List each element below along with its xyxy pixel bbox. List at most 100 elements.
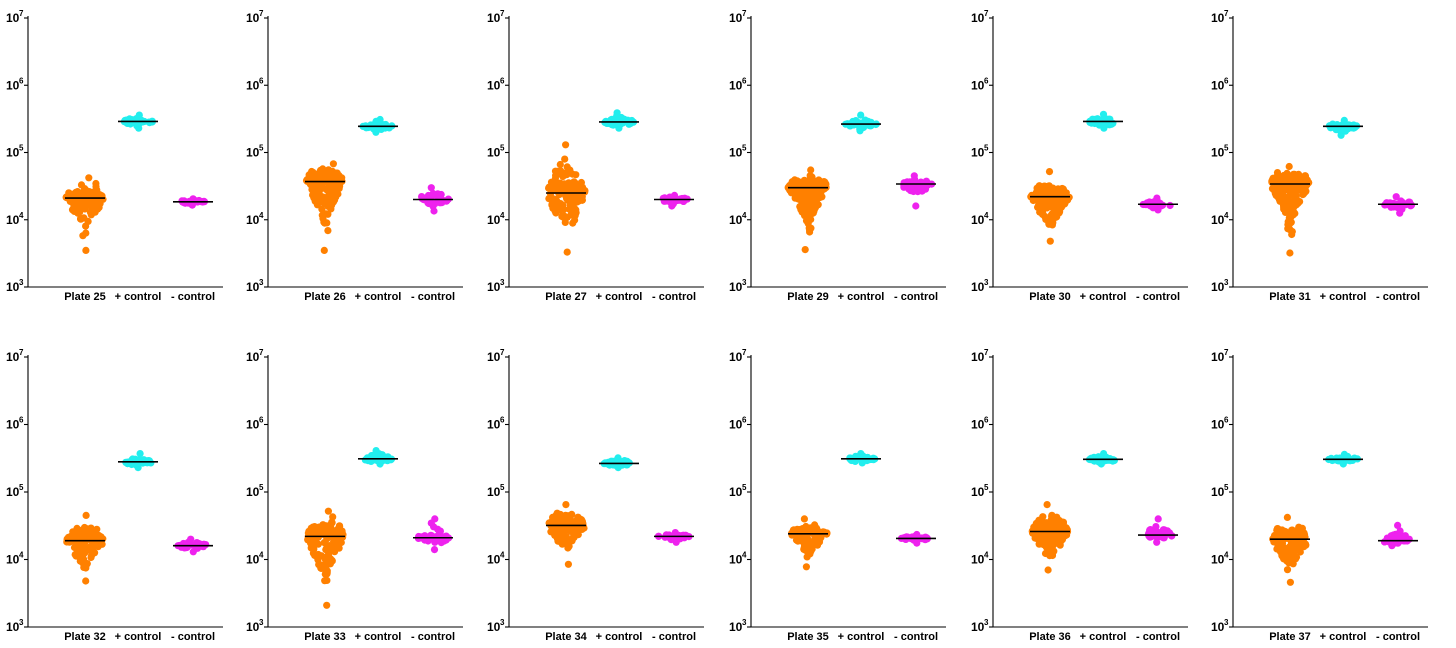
y-tick-label: 10 (487, 620, 501, 634)
data-point (806, 226, 814, 234)
x-tick-label: + control (1320, 291, 1367, 303)
data-point (568, 535, 577, 543)
data-point (801, 534, 809, 542)
x-tick-label: + control (596, 291, 643, 303)
y-tick-label: 10 (6, 11, 20, 25)
data-point (324, 210, 332, 218)
data-point (85, 174, 93, 182)
y-tick-label: 10 (246, 11, 260, 25)
data-point (545, 183, 553, 191)
data-point (328, 542, 336, 551)
data-point (321, 523, 329, 531)
data-point (311, 194, 319, 202)
y-tick-label: 10 (971, 620, 985, 634)
y-tick-exponent: 6 (259, 416, 264, 425)
data-point (1407, 202, 1415, 210)
y-tick-exponent: 4 (984, 211, 989, 220)
data-point (1277, 184, 1285, 192)
data-point (317, 167, 326, 175)
data-point (315, 189, 323, 198)
data-point (554, 167, 562, 175)
data-point (1040, 185, 1048, 193)
y-tick-exponent: 3 (500, 278, 505, 287)
data-point (659, 194, 667, 202)
data-point (1381, 538, 1389, 546)
data-point (571, 179, 579, 187)
y-tick-exponent: 7 (259, 9, 264, 18)
y-tick-label: 10 (6, 213, 20, 227)
data-point (557, 188, 565, 196)
data-point (1031, 534, 1039, 542)
data-point (1283, 169, 1291, 177)
y-tick-label: 10 (729, 146, 743, 160)
data-point (576, 515, 584, 523)
data-point (1044, 201, 1052, 209)
data-point (82, 222, 90, 230)
data-point (572, 193, 580, 201)
x-tick-label: - control (652, 631, 696, 643)
data-point (1154, 515, 1162, 523)
data-point (324, 227, 332, 235)
y-tick-exponent: 3 (984, 278, 989, 287)
data-point (1035, 202, 1043, 210)
data-point (809, 524, 818, 532)
data-point (1048, 221, 1056, 229)
data-point (556, 160, 564, 169)
y-tick-label: 10 (487, 11, 501, 25)
y-tick-label: 10 (971, 11, 985, 25)
data-point (418, 193, 426, 201)
data-point (1286, 249, 1294, 257)
y-tick-label: 10 (729, 78, 743, 92)
data-point (328, 519, 336, 527)
data-point (562, 169, 570, 177)
y-tick-label: 10 (6, 418, 20, 432)
data-point (563, 195, 571, 203)
data-point (331, 531, 339, 539)
y-tick-label: 10 (1211, 78, 1225, 92)
y-tick-exponent: 5 (984, 144, 989, 153)
data-point (562, 141, 570, 149)
y-tick-exponent: 5 (259, 144, 264, 153)
data-point (1146, 526, 1154, 534)
data-point (1294, 525, 1303, 533)
data-point (329, 513, 337, 521)
data-point (310, 545, 318, 553)
data-point (80, 563, 88, 572)
y-tick-exponent: 5 (500, 144, 505, 153)
data-point (608, 460, 616, 468)
y-tick-label: 10 (487, 350, 501, 364)
data-point (1288, 204, 1296, 212)
data-point (558, 538, 566, 546)
y-tick-label: 10 (729, 280, 743, 294)
data-point (92, 179, 100, 188)
data-point (1041, 521, 1049, 529)
y-tick-exponent: 5 (1224, 144, 1229, 153)
data-point (1290, 186, 1298, 194)
data-point (1301, 188, 1309, 197)
data-point (1342, 454, 1350, 462)
x-tick-label: - control (411, 631, 455, 643)
data-point (328, 557, 336, 565)
data-point (88, 545, 96, 553)
y-tick-exponent: 6 (1224, 416, 1229, 425)
data-point (427, 519, 435, 527)
y-tick-label: 10 (1211, 485, 1225, 499)
y-tick-label: 10 (729, 11, 743, 25)
data-point (1157, 202, 1165, 210)
y-tick-exponent: 6 (742, 76, 747, 85)
x-tick-label: Plate 31 (1269, 291, 1311, 303)
data-point (82, 246, 90, 254)
data-point (563, 248, 571, 256)
data-point (1046, 543, 1054, 552)
data-point (1286, 544, 1294, 552)
data-point (1096, 121, 1104, 129)
y-tick-exponent: 3 (742, 618, 747, 627)
y-tick-exponent: 7 (500, 348, 505, 357)
data-point (324, 507, 332, 515)
data-point (320, 246, 328, 254)
y-tick-label: 10 (729, 213, 743, 227)
y-tick-exponent: 4 (1224, 211, 1229, 220)
y-tick-exponent: 7 (1224, 348, 1229, 357)
